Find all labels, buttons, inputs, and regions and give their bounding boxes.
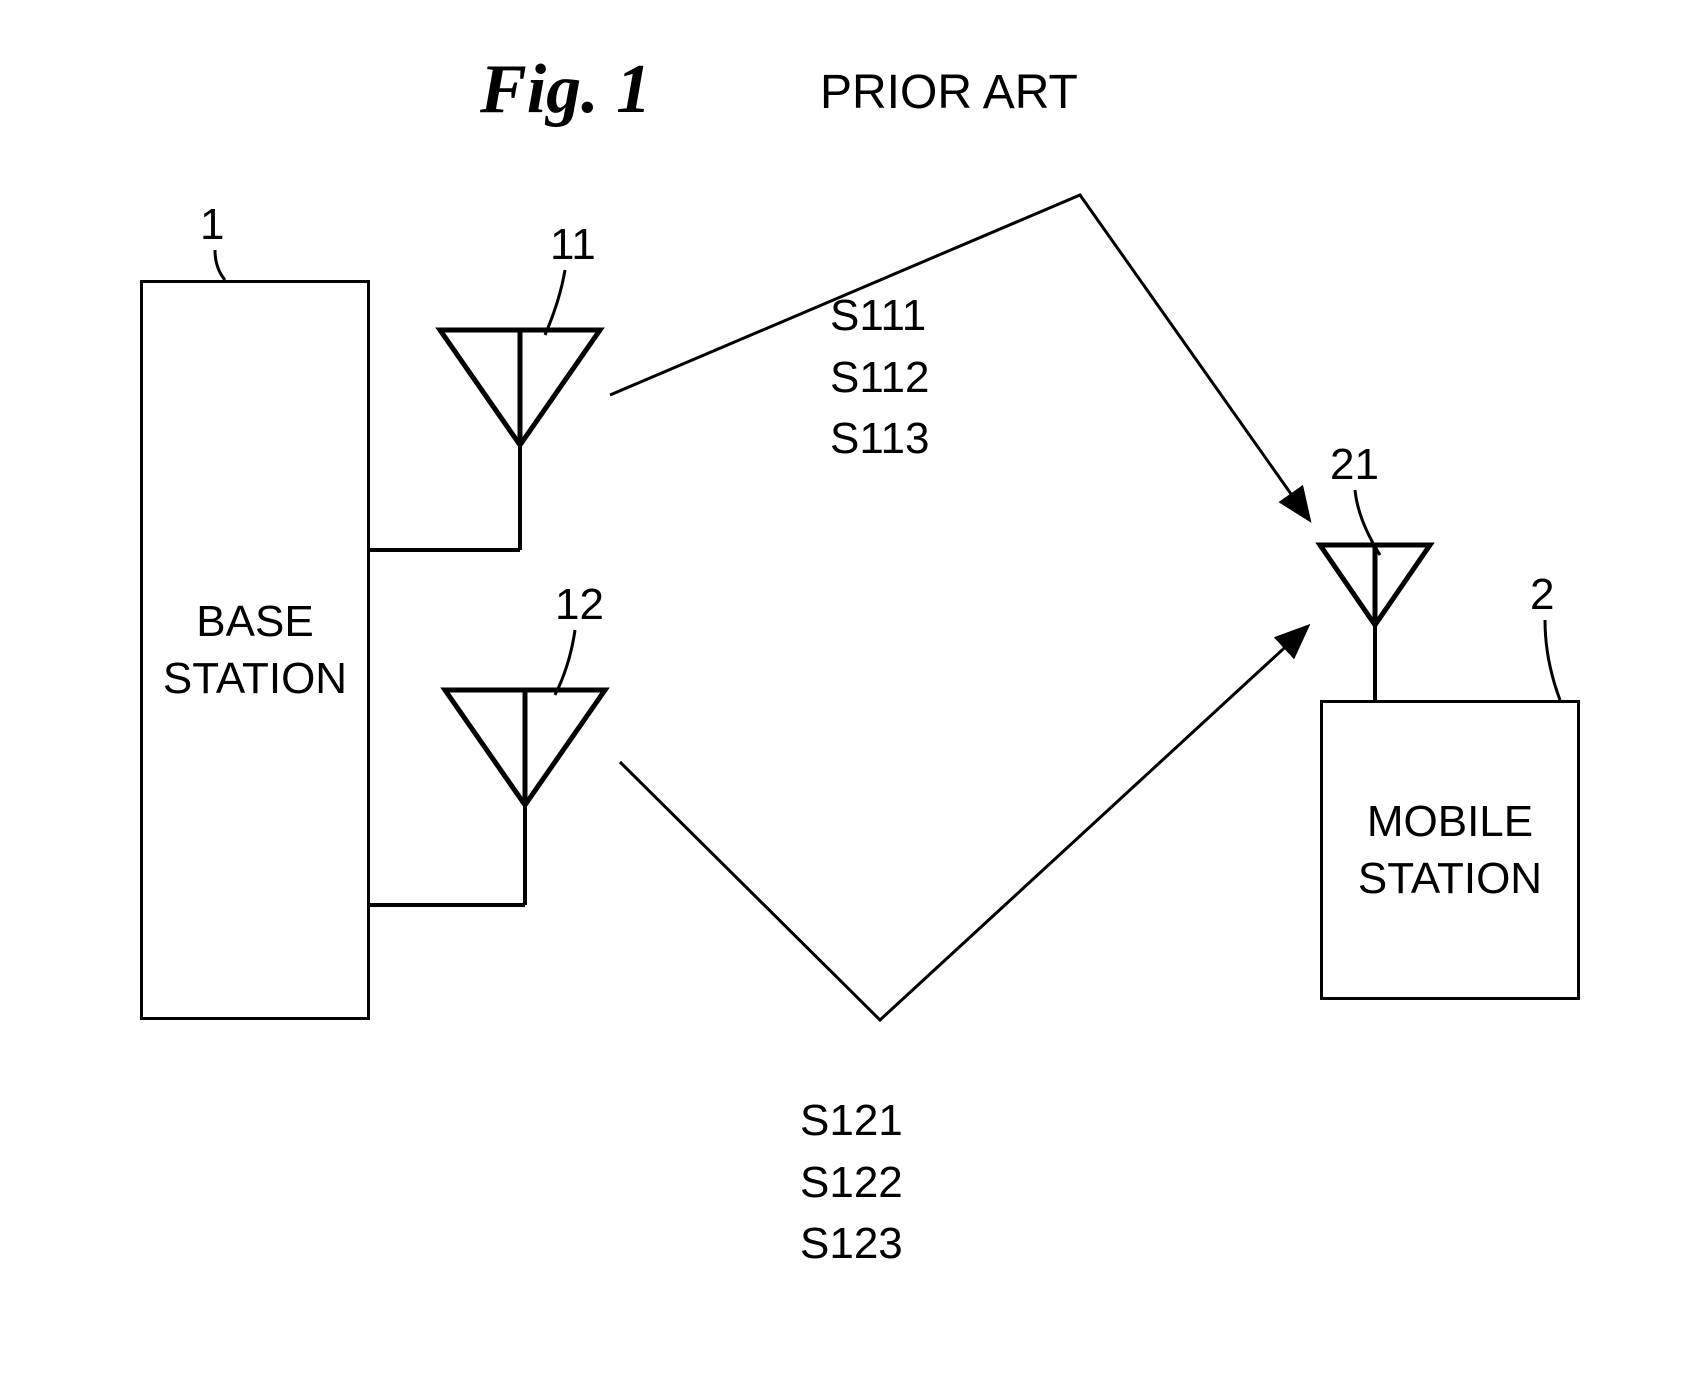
arrow-bottom (620, 628, 1306, 1020)
arrow-top (610, 195, 1308, 518)
leader-11 (545, 270, 565, 335)
antenna-12-icon (370, 690, 605, 905)
antenna-11-icon (370, 330, 600, 550)
diagram-container: Fig. 1 PRIOR ART BASE STATION MOBILE STA… (0, 0, 1690, 1386)
leader-1 (215, 250, 225, 280)
antenna-21-icon (1320, 545, 1430, 700)
diagram-svg (0, 0, 1690, 1386)
leader-2 (1545, 620, 1560, 700)
leader-12 (555, 630, 575, 695)
